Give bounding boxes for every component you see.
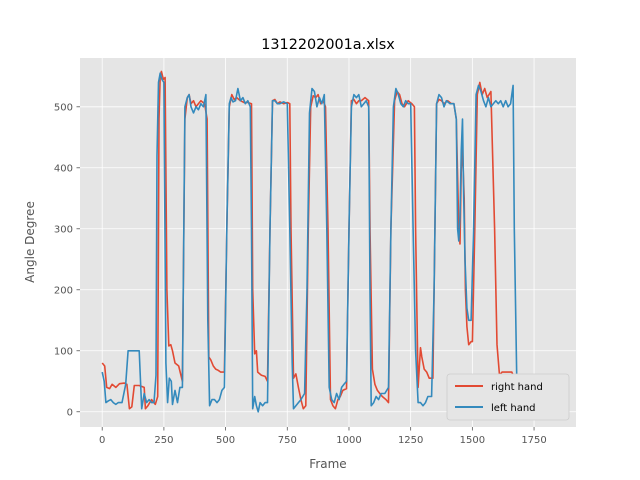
y-tick-label: 100 bbox=[54, 346, 73, 357]
chart-title: 1312202001a.xlsx bbox=[261, 37, 395, 53]
x-axis-ticks: 0 250 500 750 1000 1250 1500 1750 bbox=[99, 427, 547, 446]
x-tick-label: 500 bbox=[216, 435, 235, 446]
x-tick-label: 250 bbox=[154, 435, 173, 446]
x-axis-title: Frame bbox=[309, 457, 346, 471]
series-line-left-hand bbox=[101, 72, 552, 413]
y-tick-label: 0 bbox=[67, 407, 73, 418]
y-tick-label: 300 bbox=[54, 224, 73, 235]
y-axis-title: Angle Degree bbox=[23, 201, 37, 283]
y-axis-ticks: 0 100 200 300 400 500 bbox=[54, 102, 80, 418]
x-tick-label: 1500 bbox=[460, 435, 485, 446]
legend-label-left-hand: left hand bbox=[491, 403, 536, 414]
legend: right hand left hand bbox=[446, 373, 570, 421]
x-tick-label: 0 bbox=[99, 435, 105, 446]
x-tick-label: 750 bbox=[278, 435, 297, 446]
y-tick-label: 400 bbox=[54, 163, 73, 174]
y-tick-label: 200 bbox=[54, 285, 73, 296]
x-tick-label: 1000 bbox=[336, 435, 361, 446]
legend-label-right-hand: right hand bbox=[491, 382, 543, 393]
x-tick-label: 1250 bbox=[398, 435, 423, 446]
x-tick-label: 1750 bbox=[521, 435, 546, 446]
series-layer bbox=[101, 70, 552, 413]
y-tick-label: 500 bbox=[54, 102, 73, 113]
